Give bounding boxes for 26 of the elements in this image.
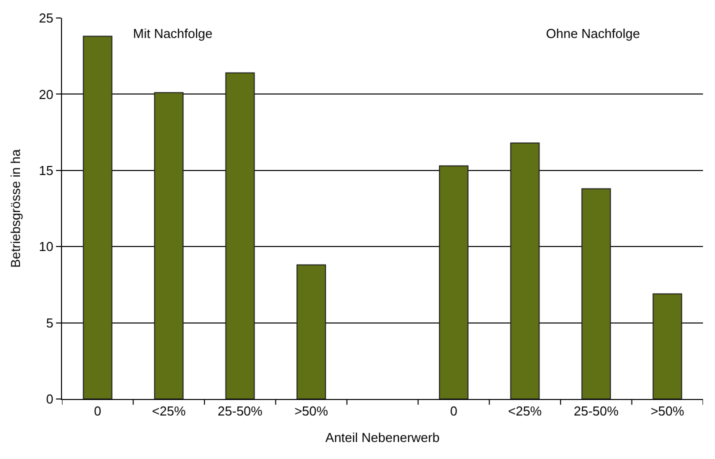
bar <box>154 92 184 399</box>
y-tick-label: 5 <box>46 315 54 330</box>
x-tick-label: <25% <box>508 404 542 419</box>
y-axis-title: Betriebsgrösse in ha <box>8 148 23 268</box>
x-tick-label: 25-50% <box>218 404 263 419</box>
x-tick-label: 25-50% <box>574 404 620 419</box>
x-tick-label: >50% <box>294 404 329 419</box>
y-tick-label: 25 <box>38 10 54 26</box>
annotation: Ohne Nachfolge <box>546 26 640 41</box>
x-tick-label: 0 <box>94 404 102 419</box>
annotation: Mit Nachfolge <box>133 26 212 41</box>
x-tick-label: 0 <box>450 404 458 419</box>
bar <box>82 36 112 399</box>
bar <box>438 165 468 399</box>
y-tick-label: 10 <box>38 239 54 254</box>
bar <box>652 293 682 399</box>
x-tick-label: <25% <box>152 404 186 419</box>
bar <box>510 142 540 399</box>
y-tick-label: 15 <box>38 162 54 178</box>
y-tick-label: 20 <box>38 86 54 102</box>
bar <box>581 188 611 399</box>
y-tick-label: 0 <box>46 392 54 407</box>
bar <box>296 264 326 399</box>
x-tick-label: >50% <box>650 404 685 419</box>
bar <box>225 72 255 399</box>
x-axis-title: Anteil Nebenerwerb <box>325 430 440 446</box>
